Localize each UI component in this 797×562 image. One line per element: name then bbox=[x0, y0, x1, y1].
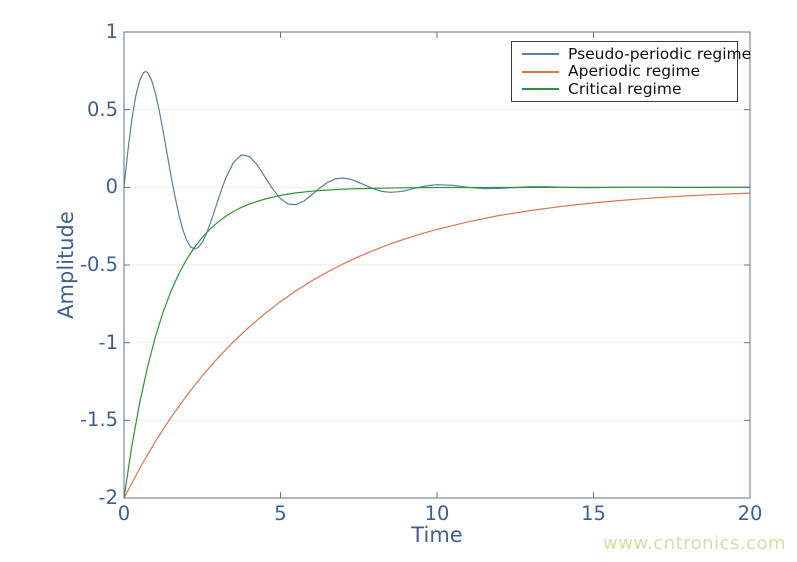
x-tick-label: 20 bbox=[737, 502, 763, 525]
y-tick-label: 0 bbox=[105, 175, 118, 199]
legend-label: Critical regime bbox=[568, 79, 682, 98]
x-tick-label: 5 bbox=[274, 502, 287, 525]
legend: Pseudo-periodic regime Aperiodic regime … bbox=[511, 41, 751, 102]
legend-line-sample-orange bbox=[522, 70, 559, 73]
legend-item-critical: Critical regime bbox=[522, 79, 727, 98]
y-tick-label: -1 bbox=[98, 330, 118, 354]
y-axis-label: Amplitude bbox=[54, 211, 78, 319]
x-axis-label: Time bbox=[411, 523, 463, 547]
y-tick-label: -0.5 bbox=[79, 253, 118, 276]
y-tick-label: -2 bbox=[98, 486, 118, 509]
y-tick-label: 0.5 bbox=[86, 97, 118, 121]
legend-label: Pseudo-periodic regime bbox=[568, 44, 752, 63]
x-tick-label: 15 bbox=[581, 502, 606, 525]
legend-item-aperiodic: Aperiodic regime bbox=[522, 63, 727, 80]
legend-label: Aperiodic regime bbox=[568, 62, 701, 80]
x-tick-label: 0 bbox=[117, 502, 131, 525]
y-tick-label: -1.5 bbox=[79, 408, 118, 432]
y-tick-label: 1 bbox=[105, 20, 118, 43]
legend-item-pseudo-periodic: Pseudo-periodic regime bbox=[522, 45, 751, 63]
legend-line-sample-green bbox=[522, 88, 559, 90]
x-tick-label: 10 bbox=[424, 502, 450, 525]
watermark: www.cntronics.com bbox=[603, 533, 786, 554]
legend-line-sample-blue bbox=[522, 53, 559, 55]
